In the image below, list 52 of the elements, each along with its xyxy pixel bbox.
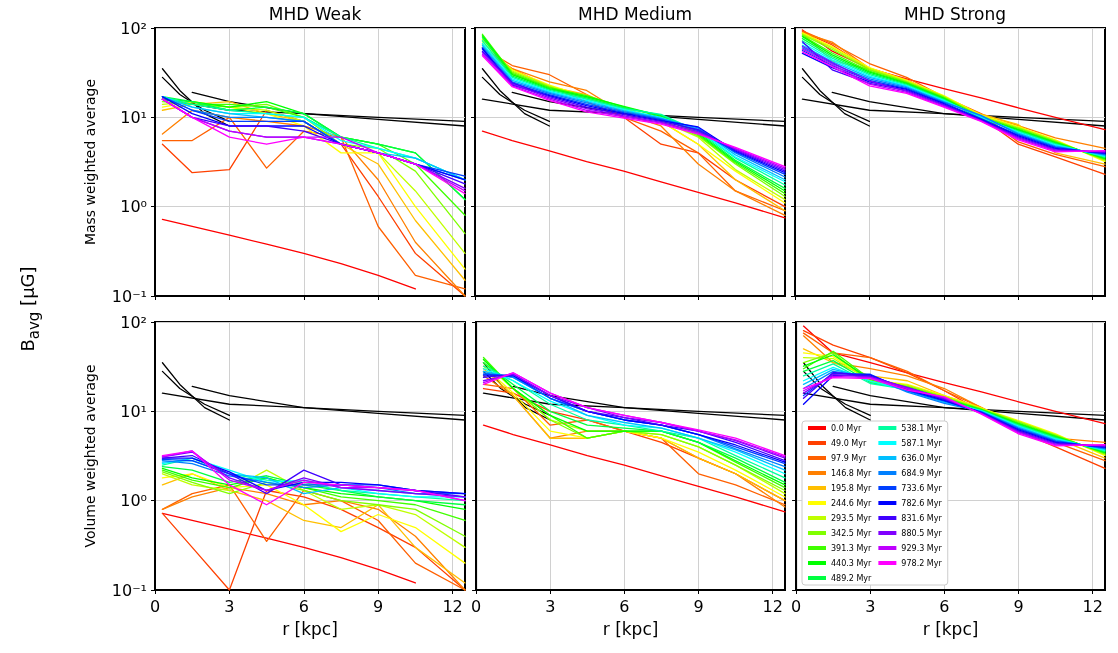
y-tick-label: 10⁰ [120, 491, 147, 511]
chart-title: MHD Medium [578, 3, 692, 24]
legend-label: 929.3 Myr [901, 543, 943, 553]
legend-label: 587.1 Myr [901, 438, 943, 448]
x-tick-label: 6 [619, 596, 630, 616]
legend-label: 733.6 Myr [901, 483, 943, 493]
legend-label: 391.3 Myr [831, 543, 873, 553]
x-axis-title: r [kpc] [602, 618, 659, 639]
legend-label: 49.0 Myr [831, 438, 867, 448]
y-axis-title: Mass weighted average [82, 78, 98, 246]
legend-label: 880.5 Myr [901, 528, 943, 538]
x-tick-label: 6 [939, 596, 950, 616]
x-tick-label: 12 [1082, 596, 1103, 616]
legend-label: 978.2 Myr [901, 558, 943, 568]
legend-label: 782.6 Myr [901, 498, 943, 508]
legend-label: 0.0 Myr [831, 423, 862, 433]
x-tick-label: 3 [545, 596, 556, 616]
x-axis-title: r [kpc] [282, 618, 338, 639]
legend-label: 831.6 Myr [901, 513, 943, 523]
x-tick-label: 6 [298, 596, 309, 616]
x-tick-label: 9 [1013, 596, 1024, 616]
x-tick-label: 0 [471, 596, 482, 616]
y-tick-label: 10⁻¹ [111, 286, 147, 306]
x-tick-label: 3 [224, 596, 235, 616]
y-tick-label: 10¹ [120, 401, 147, 421]
y-tick-label: 10⁰ [120, 197, 147, 217]
y-tick-label: 10⁻¹ [111, 580, 147, 600]
legend-label: 244.6 Myr [831, 498, 873, 508]
legend-label: 684.9 Myr [901, 468, 943, 478]
legend-label: 440.3 Myr [831, 558, 873, 568]
legend-label: 97.9 Myr [831, 453, 867, 463]
chart-title: MHD Strong [904, 3, 1006, 24]
legend-label: 342.5 Myr [831, 528, 873, 538]
x-tick-label: 9 [693, 596, 704, 616]
legend-label: 293.5 Myr [831, 513, 873, 523]
x-tick-label: 12 [762, 596, 783, 616]
legend-label: 195.8 Myr [831, 483, 873, 493]
y-tick-label: 10² [120, 312, 147, 332]
legend-label: 636.0 Myr [901, 453, 943, 463]
x-tick-label: 0 [149, 596, 161, 616]
x-tick-label: 12 [442, 596, 463, 616]
y-tick-label: 10² [120, 18, 147, 38]
x-tick-label: 3 [865, 596, 876, 616]
x-tick-label: 0 [791, 596, 802, 616]
chart-title: MHD Weak [268, 3, 362, 24]
legend-label: 538.1 Myr [901, 423, 943, 433]
y-tick-label: 10¹ [120, 107, 147, 127]
x-axis-title: r [kpc] [922, 618, 979, 639]
legend-label: 489.2 Myr [831, 573, 873, 583]
y-axis-title: Volume weighted average [82, 364, 98, 548]
legend-label: 146.8 Myr [831, 468, 873, 478]
x-tick-label: 9 [373, 596, 384, 616]
